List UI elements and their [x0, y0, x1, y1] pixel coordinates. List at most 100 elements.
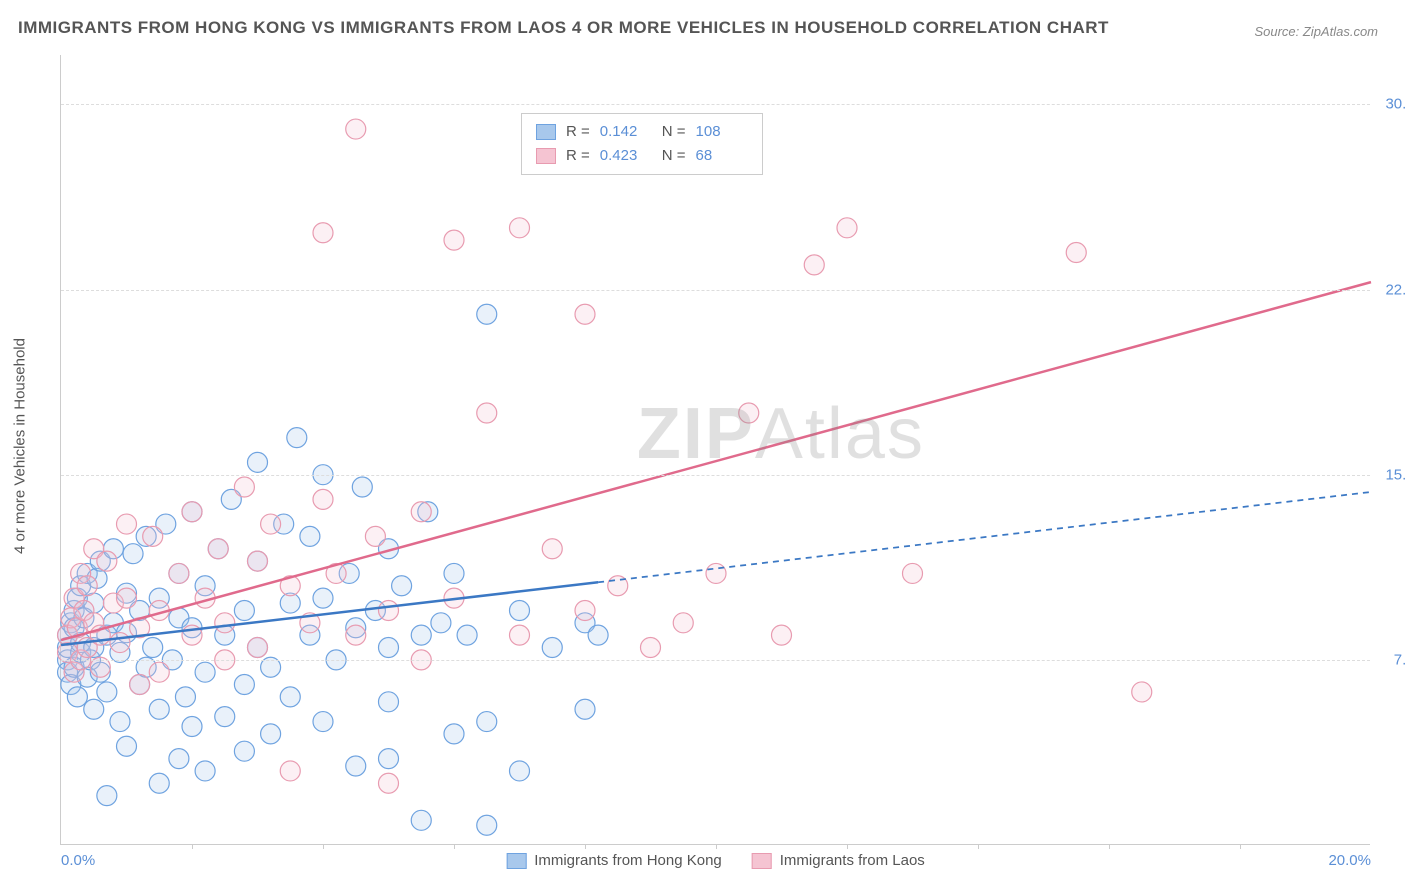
x-minor-tick: [323, 844, 324, 849]
data-point: [248, 638, 268, 658]
data-point: [575, 600, 595, 620]
data-point: [123, 544, 143, 564]
x-minor-tick: [847, 844, 848, 849]
data-point: [313, 588, 333, 608]
data-point: [641, 638, 661, 658]
source-label: Source: ZipAtlas.com: [1254, 24, 1378, 39]
data-point: [837, 218, 857, 238]
data-point: [182, 717, 202, 737]
data-point: [313, 489, 333, 509]
data-point: [195, 761, 215, 781]
data-point: [117, 588, 137, 608]
r-value-0: 0.142: [600, 120, 652, 144]
data-point: [739, 403, 759, 423]
data-point: [195, 662, 215, 682]
data-point: [352, 477, 372, 497]
data-point: [575, 699, 595, 719]
data-point: [1066, 243, 1086, 263]
data-point: [457, 625, 477, 645]
data-point: [67, 687, 87, 707]
x-minor-tick: [978, 844, 979, 849]
data-point: [234, 741, 254, 761]
gridline-h: [61, 104, 1370, 105]
data-point: [143, 638, 163, 658]
n-value-1: 68: [696, 144, 748, 168]
legend-stats-row-1: R = 0.423 N = 68: [536, 144, 748, 168]
x-minor-tick: [192, 844, 193, 849]
data-point: [804, 255, 824, 275]
data-point: [313, 223, 333, 243]
data-point: [1132, 682, 1152, 702]
data-point: [84, 699, 104, 719]
x-minor-tick: [1109, 844, 1110, 849]
data-point: [365, 526, 385, 546]
swatch-laos-bottom: [752, 853, 772, 869]
data-point: [280, 761, 300, 781]
legend-item-1: Immigrants from Laos: [752, 852, 925, 869]
data-point: [215, 707, 235, 727]
data-point: [444, 724, 464, 744]
data-point: [149, 662, 169, 682]
data-point: [772, 625, 792, 645]
data-point: [477, 304, 497, 324]
data-point: [97, 682, 117, 702]
data-point: [379, 600, 399, 620]
data-point: [248, 452, 268, 472]
n-label: N =: [662, 144, 686, 168]
data-point: [169, 749, 189, 769]
r-label: R =: [566, 120, 590, 144]
data-point: [477, 403, 497, 423]
y-tick-label: 15.0%: [1385, 466, 1406, 483]
legend-label-1: Immigrants from Laos: [780, 852, 925, 869]
data-point: [313, 712, 333, 732]
data-point: [143, 526, 163, 546]
data-point: [248, 551, 268, 571]
data-point: [510, 600, 530, 620]
plot-area: ZIPAtlas R = 0.142 N = 108 R = 0.423 N =…: [60, 55, 1370, 845]
data-point: [392, 576, 412, 596]
data-point: [510, 625, 530, 645]
data-point: [510, 218, 530, 238]
data-point: [97, 551, 117, 571]
data-point: [411, 625, 431, 645]
data-point: [411, 810, 431, 830]
data-point: [444, 230, 464, 250]
r-label: R =: [566, 144, 590, 168]
gridline-h: [61, 475, 1370, 476]
data-point: [477, 815, 497, 835]
gridline-h: [61, 290, 1370, 291]
data-point: [903, 563, 923, 583]
swatch-hk: [536, 124, 556, 140]
data-point: [175, 687, 195, 707]
data-point: [346, 625, 366, 645]
legend-item-0: Immigrants from Hong Kong: [506, 852, 722, 869]
swatch-hk-bottom: [506, 853, 526, 869]
x-minor-tick: [454, 844, 455, 849]
chart-title: IMMIGRANTS FROM HONG KONG VS IMMIGRANTS …: [18, 18, 1109, 38]
data-point: [706, 563, 726, 583]
data-point: [510, 761, 530, 781]
data-point: [588, 625, 608, 645]
data-point: [379, 692, 399, 712]
data-point: [346, 119, 366, 139]
y-axis-label: 4 or more Vehicles in Household: [12, 338, 29, 554]
data-point: [346, 756, 366, 776]
data-point: [379, 773, 399, 793]
data-point: [234, 600, 254, 620]
legend-stats-row-0: R = 0.142 N = 108: [536, 120, 748, 144]
data-point: [110, 712, 130, 732]
data-point: [444, 563, 464, 583]
y-tick-label: 30.0%: [1385, 96, 1406, 113]
n-label: N =: [662, 120, 686, 144]
x-minor-tick: [1240, 844, 1241, 849]
data-point: [77, 576, 97, 596]
x-tick-label: 0.0%: [61, 852, 95, 869]
x-tick-label: 20.0%: [1328, 852, 1371, 869]
swatch-laos: [536, 148, 556, 164]
gridline-h: [61, 660, 1370, 661]
data-point: [117, 514, 137, 534]
data-point: [97, 786, 117, 806]
data-point: [130, 675, 150, 695]
data-point: [169, 563, 189, 583]
data-point: [542, 539, 562, 559]
